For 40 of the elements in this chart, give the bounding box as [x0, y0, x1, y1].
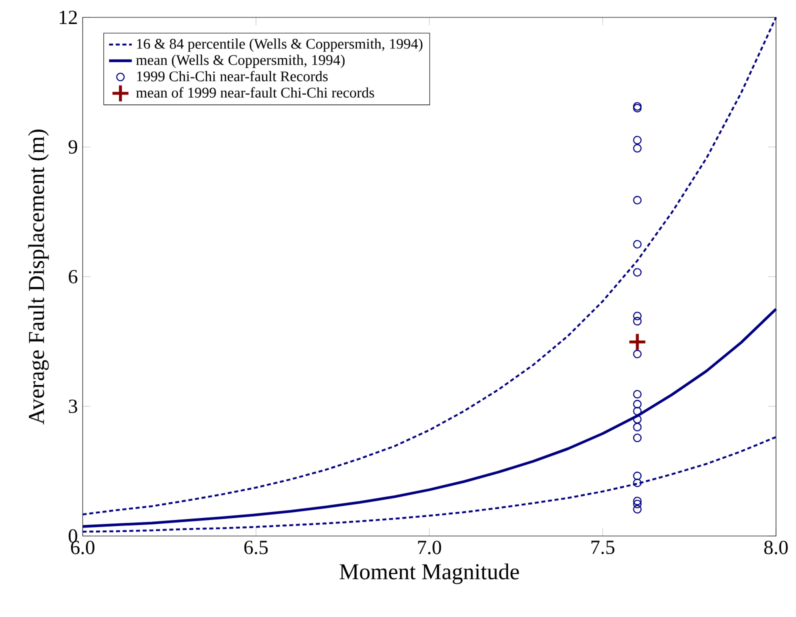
- point: [633, 400, 642, 408]
- point: [633, 414, 642, 424]
- point: [633, 104, 642, 112]
- point: [633, 500, 642, 508]
- x-axis-title: Moment Magnitude: [340, 563, 519, 584]
- y-tick-label: 0: [68, 529, 78, 543]
- point: [633, 478, 642, 487]
- point: [633, 316, 642, 326]
- y-tick-label: 12: [60, 10, 77, 24]
- point: [633, 240, 642, 248]
- x-tick-label: 7.5: [591, 540, 614, 554]
- point: [633, 144, 642, 152]
- point: [633, 406, 642, 416]
- legend-label: mean (Wells & Coppersmith, 1994): [136, 54, 345, 68]
- x-tick-label: 8.0: [764, 540, 788, 554]
- legend-label: mean of 1999 near-fault Chi-Chi records: [136, 87, 374, 98]
- point: [628, 332, 647, 352]
- x-tick-label: 6.5: [244, 540, 268, 554]
- x-tick-label: 6.0: [71, 540, 94, 554]
- point: [633, 504, 642, 514]
- point: [633, 390, 642, 398]
- point: [633, 268, 642, 276]
- point: [633, 471, 642, 480]
- point: [633, 433, 642, 442]
- point: [633, 350, 642, 358]
- y-tick-label: 9: [68, 140, 78, 154]
- point: [633, 196, 642, 204]
- x-tick-label: 7.0: [418, 540, 442, 554]
- y-axis-title: Average Fault Displacement (m): [28, 129, 49, 424]
- point: [633, 422, 642, 432]
- line-series: [82, 16, 777, 516]
- legend-label: 16 & 84 percentile (Wells & Coppersmith, 1994): [137, 38, 422, 52]
- legend-label: 1999 Chi-Chi near-fault Records: [137, 70, 328, 82]
- line-series: [82, 436, 777, 532]
- point: [633, 312, 642, 320]
- point: [633, 136, 642, 144]
- y-tick-label: 3: [68, 399, 78, 413]
- y-tick-label: 6: [68, 270, 78, 284]
- point: [633, 496, 642, 506]
- point: [633, 102, 642, 110]
